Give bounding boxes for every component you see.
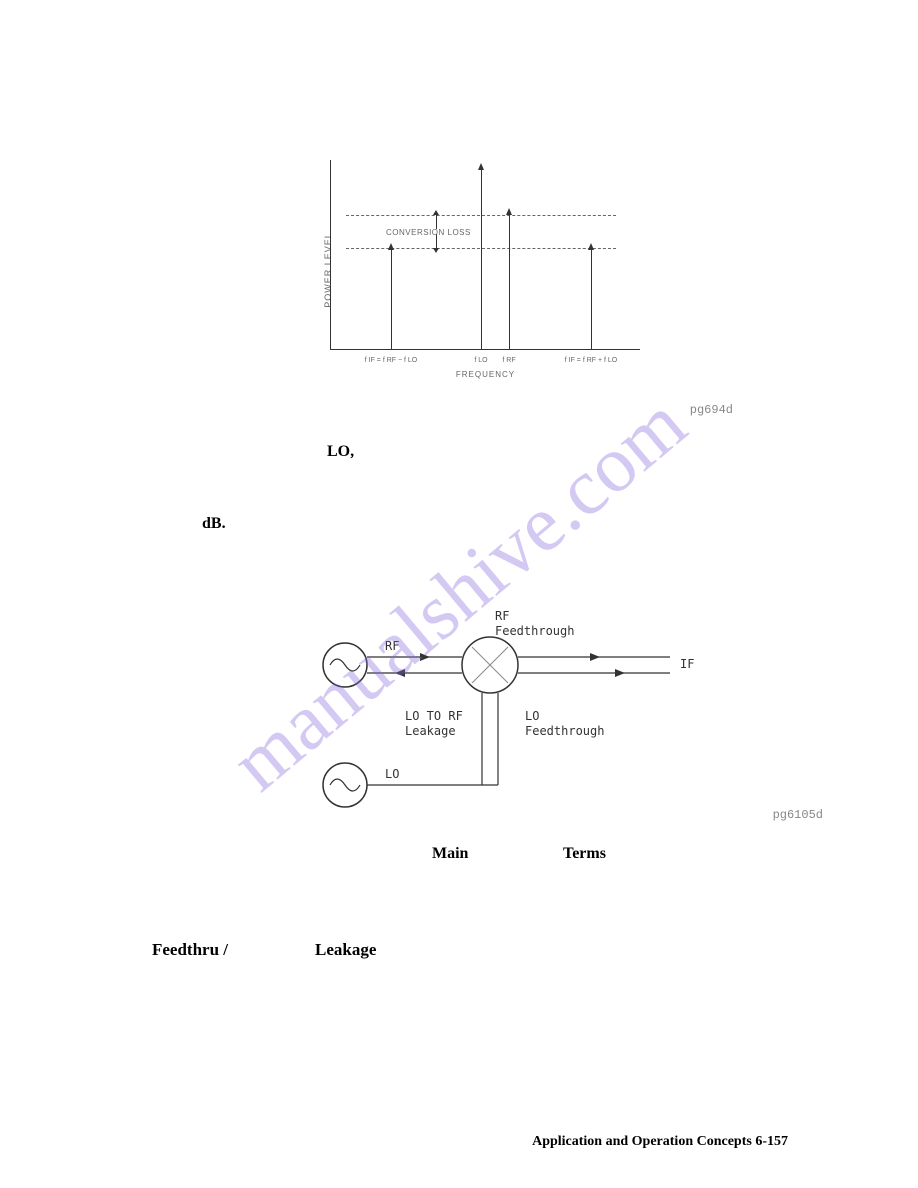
chart-spike-2: f RF <box>509 214 510 349</box>
label-lo: LO, <box>327 443 354 461</box>
label-main: Main <box>432 845 468 863</box>
mixer-diagram: RF LO IF RF Feedthrough LO TO RF Leakage… <box>300 605 740 825</box>
diagram-rf-ft-2: Feedthrough <box>495 624 574 638</box>
diagram-loft-1: LO <box>525 709 539 723</box>
diagram-lorf-1: LO TO RF <box>405 709 463 723</box>
chart-xlabel-2: f RF <box>502 357 515 364</box>
diagram-loft-2: Feedthrough <box>525 724 604 738</box>
lo-sine-icon <box>330 779 360 791</box>
spectrum-chart: POWER LEVEL CONVERSION LOSS f IF = f RF … <box>300 160 640 380</box>
label-terms: Terms <box>563 845 606 863</box>
label-feedthru: Feedthru / <box>152 940 228 960</box>
figure-ref-1: pg694d <box>690 403 733 417</box>
chart-xlabel-0: f IF = f RF − f LO <box>365 357 418 364</box>
label-db: dB. <box>202 515 226 533</box>
chart-spike-1: f LO <box>481 169 482 349</box>
conv-loss-label: CONVERSION LOSS <box>386 228 471 237</box>
page-footer: Application and Operation Concepts 6-157 <box>532 1134 788 1150</box>
diagram-rf-ft-1: RF <box>495 609 509 623</box>
diagram-lo-label: LO <box>385 767 399 781</box>
chart-xlabel-3: f IF = f RF + f LO <box>565 357 618 364</box>
chart-xlabel-1: f LO <box>474 357 487 364</box>
figure-ref-2: pg6105d <box>773 808 823 822</box>
diagram-if-label: IF <box>680 657 694 671</box>
diagram-lorf-2: Leakage <box>405 724 456 738</box>
chart-spike-3: f IF = f RF + f LO <box>591 249 592 349</box>
rf-sine-icon <box>330 659 360 671</box>
chart-spike-0: f IF = f RF − f LO <box>391 249 392 349</box>
chart-xaxis-label: FREQUENCY <box>456 370 515 379</box>
label-leakage: Leakage <box>315 940 376 960</box>
chart-area: CONVERSION LOSS f IF = f RF − f LO f LO … <box>330 160 640 350</box>
diagram-rf-label: RF <box>385 639 399 653</box>
conv-arrow-up <box>436 215 437 229</box>
